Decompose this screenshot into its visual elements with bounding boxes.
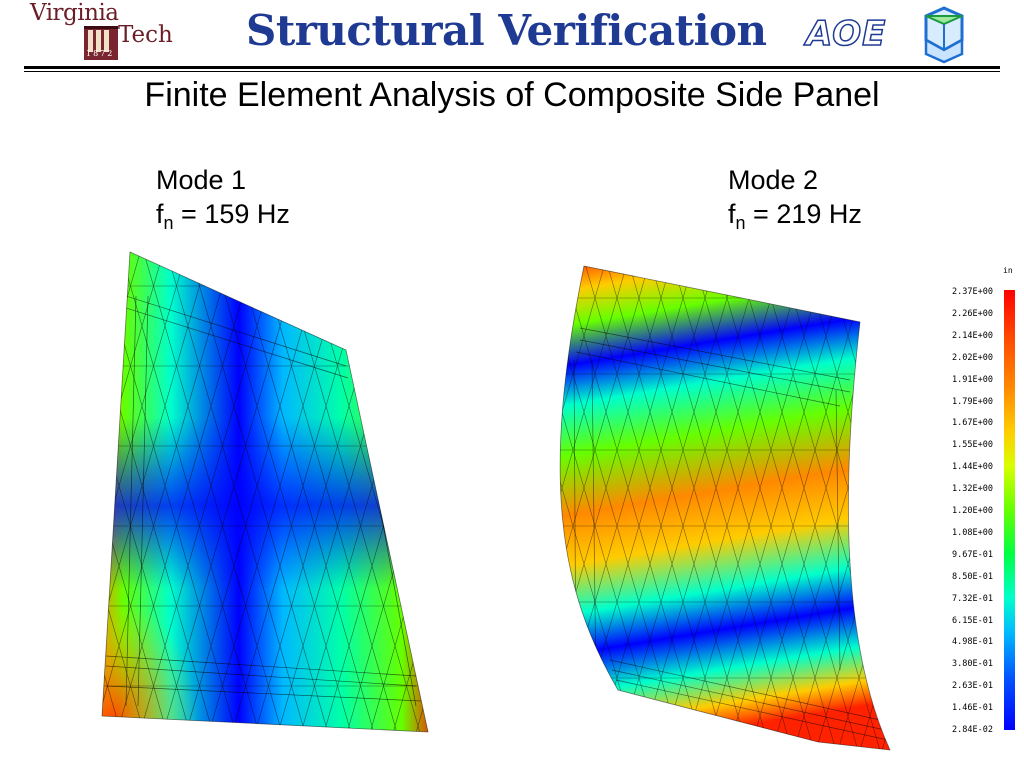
legend-tick-label: 1.67E+00 — [952, 418, 993, 429]
logo-word-virginia: Virginia — [30, 0, 119, 26]
freq-value: = 219 Hz — [753, 199, 862, 229]
page-title: Structural Verification — [246, 6, 767, 55]
mode-2-frequency: fn = 219 Hz — [728, 198, 862, 233]
legend-tick-label: 7.32E-01 — [952, 593, 993, 604]
header-rule — [24, 66, 1000, 69]
mode-2-label: Mode 2 — [728, 165, 819, 195]
legend-tick-label: 6.15E-01 — [952, 615, 993, 626]
legend-tick-label: 2.02E+00 — [952, 352, 993, 363]
legend-tick-label: 1.08E+00 — [952, 527, 993, 538]
virginia-tech-logo — [28, 2, 178, 66]
mode-2-contour-plot — [559, 265, 891, 751]
legend-tick-label: 2.37E+00 — [952, 287, 993, 297]
legend-tick-label: 2.14E+00 — [952, 330, 993, 341]
legend-tick-label: 2.84E-02 — [952, 725, 993, 735]
vt-logo-emblem — [84, 26, 118, 60]
legend-tick-label: 3.80E-01 — [952, 659, 993, 670]
legend-tick-label: 1.46E-01 — [952, 703, 993, 714]
legend-tick-label: 2.26E+00 — [952, 308, 993, 319]
freq-value: = 159 Hz — [181, 199, 290, 229]
mode-1-label: Mode 1 — [156, 165, 247, 195]
legend-tick-label: 1.79E+00 — [952, 396, 993, 407]
header-rule-thin — [24, 71, 1000, 72]
freq-symbol: f — [728, 199, 736, 229]
hexagonal-cell-icon — [924, 6, 964, 64]
legend-tick-label: 2.63E-01 — [952, 681, 993, 692]
legend-tick-label: 8.50E-01 — [952, 571, 993, 582]
logo-word-tech: Tech — [118, 22, 173, 48]
slide-subtitle: Finite Element Analysis of Composite Sid… — [144, 76, 880, 114]
legend-tick-label: 1.20E+00 — [952, 506, 993, 516]
freq-subscript: n — [735, 213, 746, 233]
freq-subscript: n — [163, 213, 174, 233]
mode-1-contour-plot — [101, 251, 429, 733]
freq-symbol: f — [156, 199, 164, 229]
legend-color-bar — [1004, 290, 1015, 730]
mode-1-frequency: fn = 159 Hz — [156, 198, 290, 233]
legend-tick-label: 1.55E+00 — [952, 440, 993, 451]
logo-year: 1872 — [86, 49, 115, 58]
legend-tick-label: 1.32E+00 — [952, 484, 993, 495]
legend-tick-label: 1.91E+00 — [952, 374, 993, 385]
legend-tick-label: 1.44E+00 — [952, 462, 993, 473]
aoe-logo: AOE — [805, 13, 887, 55]
legend-tick-label: 9.67E-01 — [952, 549, 993, 560]
legend-unit: in — [1003, 266, 1013, 275]
legend-tick-label: 4.98E-01 — [952, 637, 993, 648]
